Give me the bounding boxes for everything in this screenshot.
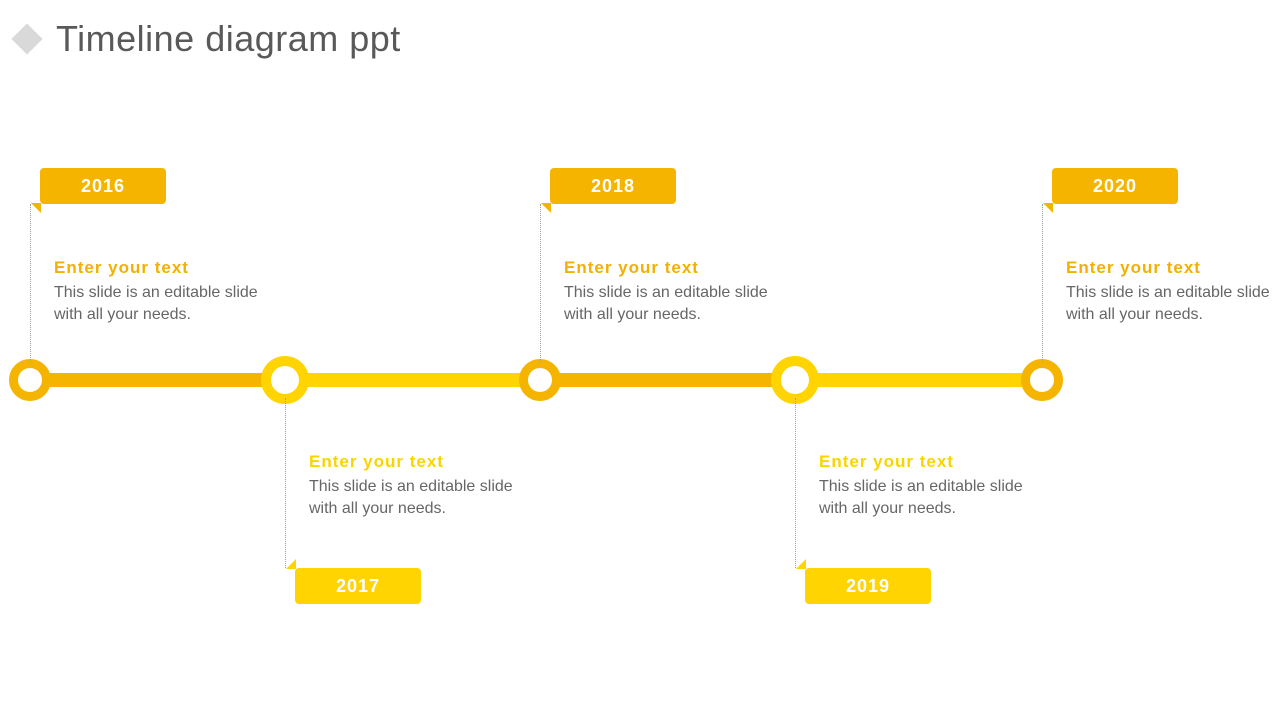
milestone-body-1: This slide is an editable slide with all… [309, 476, 519, 519]
milestone-body-4: This slide is an editable slide with all… [1066, 282, 1276, 325]
milestone-body-2: This slide is an editable slide with all… [564, 282, 774, 325]
milestone-heading-2: Enter your text [564, 258, 699, 278]
timeline-node-3 [771, 356, 819, 404]
milestone-heading-3: Enter your text [819, 452, 954, 472]
connector-3 [795, 398, 796, 568]
connector-0 [30, 204, 31, 362]
year-tag-2018: 2018 [550, 168, 676, 204]
axis-segment-1 [285, 373, 545, 387]
axis-segment-3 [795, 373, 1050, 387]
milestone-body-3: This slide is an editable slide with all… [819, 476, 1029, 519]
year-tag-2019: 2019 [805, 568, 931, 604]
year-tag-2016: 2016 [40, 168, 166, 204]
connector-2 [540, 204, 541, 362]
milestone-heading-1: Enter your text [309, 452, 444, 472]
timeline-node-1 [261, 356, 309, 404]
axis-segment-2 [540, 373, 800, 387]
timeline-node-0 [9, 359, 51, 401]
milestone-heading-0: Enter your text [54, 258, 189, 278]
connector-1 [285, 398, 286, 568]
milestone-heading-4: Enter your text [1066, 258, 1201, 278]
timeline-node-4 [1021, 359, 1063, 401]
milestone-body-0: This slide is an editable slide with all… [54, 282, 264, 325]
connector-4 [1042, 204, 1043, 362]
timeline-stage: 2016 Enter your text This slide is an edit… [0, 0, 1280, 720]
year-tag-2020: 2020 [1052, 168, 1178, 204]
axis-segment-0 [30, 373, 290, 387]
year-tag-2017: 2017 [295, 568, 421, 604]
timeline-node-2 [519, 359, 561, 401]
